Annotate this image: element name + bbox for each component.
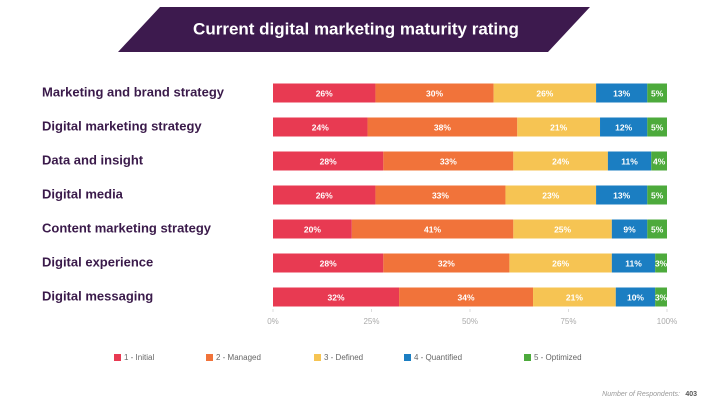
bar-segment	[273, 117, 368, 137]
title-banner	[118, 7, 590, 52]
data-label: 32%	[328, 292, 345, 302]
bar-segment	[647, 219, 667, 239]
data-label: 25%	[554, 224, 571, 234]
data-label: 5%	[651, 122, 664, 132]
data-label: 12%	[615, 122, 632, 132]
bar-segment	[647, 185, 667, 205]
x-tick-label: 0%	[267, 317, 279, 326]
data-label: 5%	[651, 190, 664, 200]
bar-segment	[367, 117, 518, 137]
data-label: 26%	[552, 258, 569, 268]
data-label: 5%	[651, 88, 664, 98]
x-tick-label: 25%	[363, 317, 379, 326]
bar-segment	[375, 83, 494, 103]
bar-segment	[607, 151, 652, 171]
data-label: 26%	[316, 88, 333, 98]
bar-segment	[383, 151, 514, 171]
data-label: 3%	[655, 258, 668, 268]
legend-label: 4 - Quantified	[414, 353, 462, 362]
data-label: 4%	[653, 156, 666, 166]
data-label: 21%	[550, 122, 567, 132]
data-label: 33%	[440, 156, 457, 166]
legend-swatch	[524, 354, 531, 361]
bar-segment	[655, 287, 667, 307]
bar-segment	[273, 83, 376, 103]
data-label: 10%	[627, 292, 644, 302]
data-label: 33%	[432, 190, 449, 200]
bar-segment	[383, 253, 510, 273]
footnote: Number of Respondents:	[602, 391, 680, 398]
data-label: 21%	[566, 292, 583, 302]
data-label: 24%	[312, 122, 329, 132]
respondents: 403	[685, 391, 697, 398]
bar-segment	[513, 151, 608, 171]
bar-segment	[273, 219, 352, 239]
data-label: 13%	[613, 190, 630, 200]
legend-label: 2 - Managed	[216, 353, 261, 362]
bar-segment	[273, 151, 384, 171]
bar-segment	[647, 83, 667, 103]
data-label: 24%	[552, 156, 569, 166]
data-label: 3%	[655, 292, 668, 302]
legend-swatch	[404, 354, 411, 361]
data-label: 38%	[434, 122, 451, 132]
x-tick-label: 100%	[657, 317, 677, 326]
data-label: 28%	[320, 258, 337, 268]
data-label: 13%	[613, 88, 630, 98]
bar-segment	[513, 219, 612, 239]
bar-segment	[611, 253, 656, 273]
bar-segment	[655, 253, 667, 273]
data-label: 11%	[621, 156, 638, 166]
data-label: 5%	[651, 224, 664, 234]
category-label: Digital experience	[42, 254, 153, 269]
chart-title: Current digital marketing maturity ratin…	[193, 19, 519, 38]
data-label: 26%	[316, 190, 333, 200]
data-label: 32%	[438, 258, 455, 268]
x-tick-label: 75%	[560, 317, 576, 326]
legend-label: 3 - Defined	[324, 353, 363, 362]
bar-segment	[351, 219, 514, 239]
bar-segment	[533, 287, 616, 307]
legend-label: 1 - Initial	[124, 353, 154, 362]
bar-segment	[615, 287, 656, 307]
category-label: Digital messaging	[42, 288, 153, 303]
bar-segment	[647, 117, 667, 137]
bar-segment	[651, 151, 667, 171]
bar-segment	[273, 185, 376, 205]
data-label: 11%	[625, 258, 642, 268]
data-label: 23%	[542, 190, 559, 200]
category-label: Marketing and brand strategy	[42, 84, 225, 99]
category-label: Content marketing strategy	[42, 220, 212, 235]
category-label: Digital marketing strategy	[42, 118, 202, 133]
bar-segment	[505, 185, 597, 205]
bar-segment	[517, 117, 601, 137]
legend-swatch	[206, 354, 213, 361]
bar-segment	[611, 219, 648, 239]
category-label: Digital media	[42, 186, 124, 201]
bar-segment	[273, 253, 384, 273]
x-tick-label: 50%	[462, 317, 478, 326]
data-label: 34%	[458, 292, 475, 302]
data-label: 41%	[424, 224, 441, 234]
bar-segment	[273, 287, 400, 307]
data-label: 9%	[623, 224, 636, 234]
bar-segment	[493, 83, 597, 103]
data-label: 28%	[320, 156, 337, 166]
legend-label: 5 - Optimized	[534, 353, 582, 362]
category-label: Data and insight	[42, 152, 144, 167]
bar-segment	[596, 83, 648, 103]
bar-segment	[375, 185, 506, 205]
bar-segment	[509, 253, 612, 273]
data-label: 26%	[536, 88, 553, 98]
data-label: 20%	[304, 224, 321, 234]
legend-swatch	[114, 354, 121, 361]
bar-segment	[600, 117, 648, 137]
data-label: 30%	[426, 88, 443, 98]
bar-segment	[596, 185, 648, 205]
bar-segment	[399, 287, 534, 307]
legend-swatch	[314, 354, 321, 361]
